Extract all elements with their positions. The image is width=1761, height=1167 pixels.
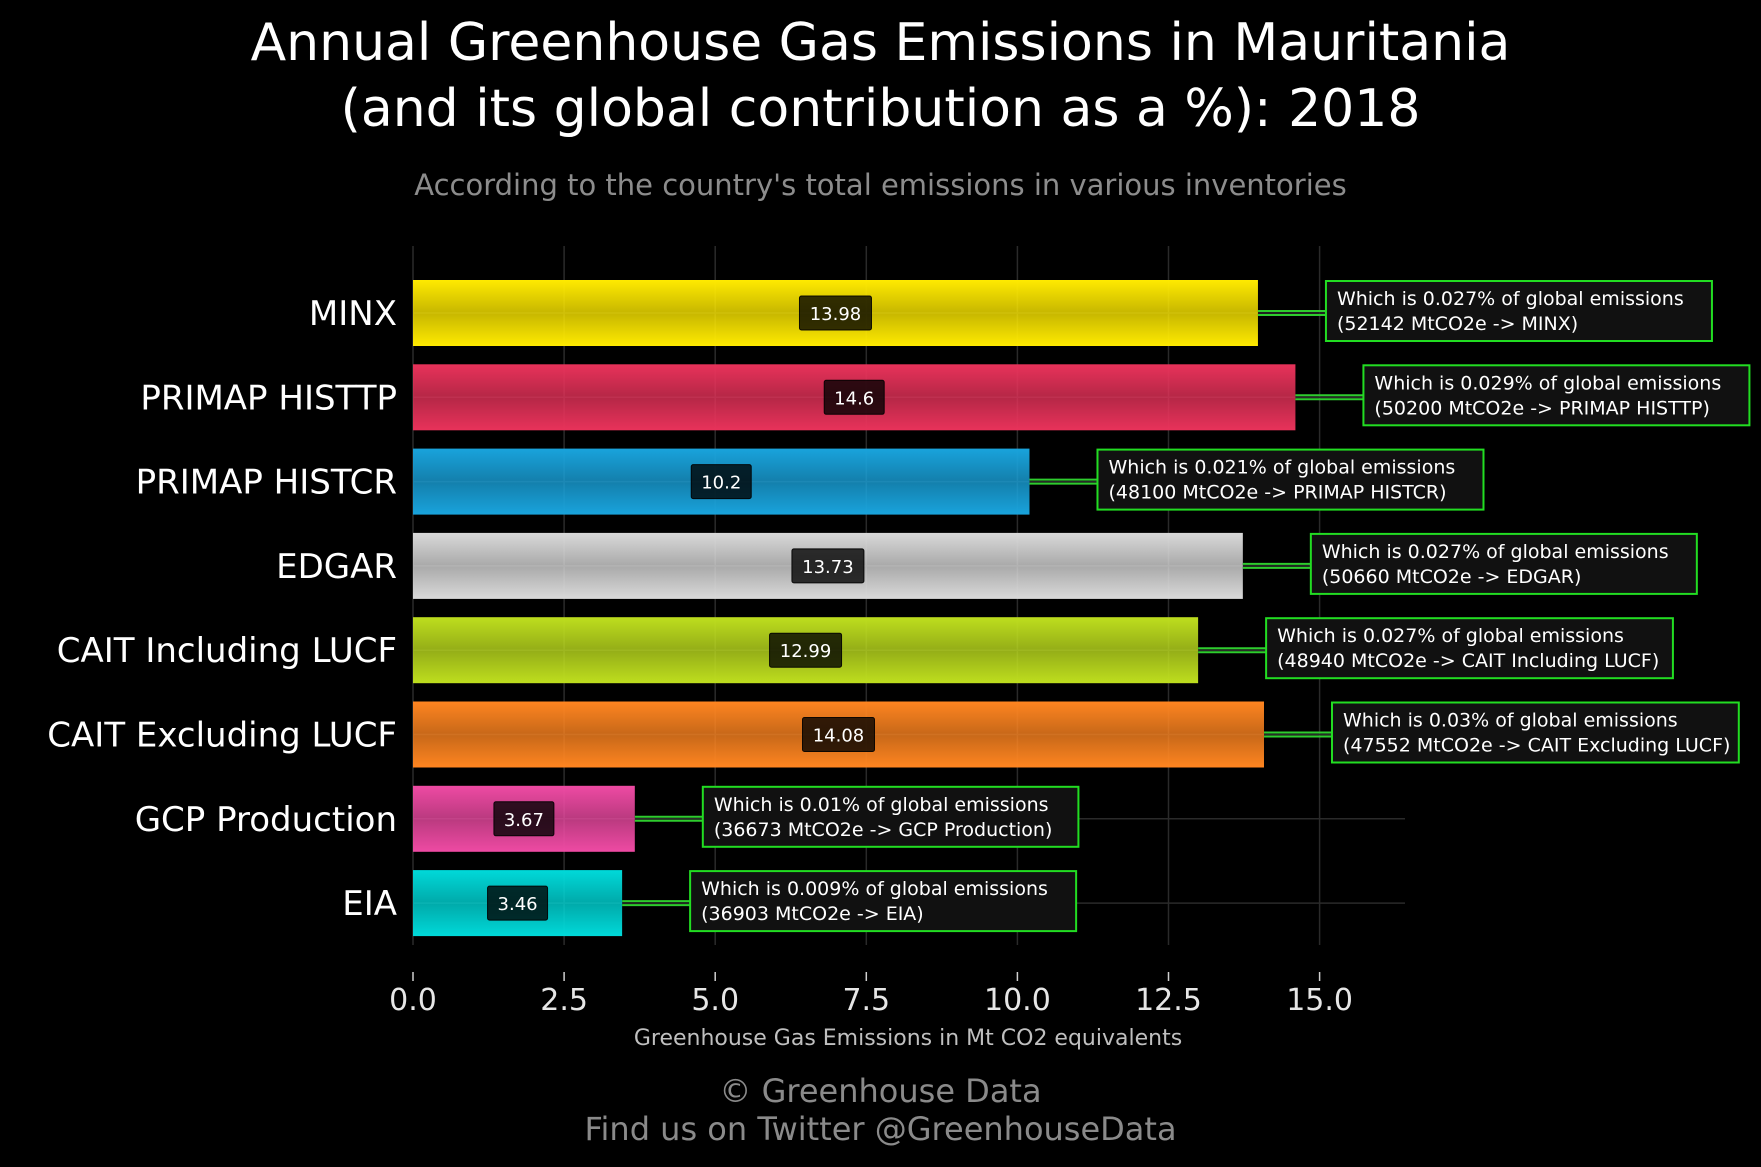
value-label-box xyxy=(487,885,549,921)
annotation-text: (50660 MtCO2e -> EDGAR) xyxy=(1322,566,1582,588)
x-tick-label: 2.5 xyxy=(540,983,588,1018)
category-label: CAIT Including LUCF xyxy=(57,631,397,671)
annotation-text: Which is 0.029% of global emissions xyxy=(1374,372,1721,394)
category-label: EDGAR xyxy=(276,547,397,587)
annotation-box xyxy=(1309,532,1698,595)
annotation-text: (36673 MtCO2e -> GCP Production) xyxy=(714,819,1053,841)
bars: 13.98 14.6 10.2 13.73 12.99 14.08 3.67 3.46 xyxy=(413,280,1296,937)
annotation-text: Which is 0.021% of global emissions xyxy=(1108,457,1455,479)
annotation-box xyxy=(1362,364,1751,427)
annotation-box xyxy=(689,870,1078,933)
value-label: 13.98 xyxy=(810,304,862,325)
value-label: 12.99 xyxy=(780,641,832,662)
value-label: 3.46 xyxy=(498,894,538,915)
value-label: 14.08 xyxy=(813,726,865,747)
footer-copyright: © Greenhouse Data xyxy=(719,1072,1042,1110)
x-tick-label: 7.5 xyxy=(842,983,890,1018)
annotation-box xyxy=(1096,448,1485,511)
category-label: MINX xyxy=(309,294,397,334)
value-label-box xyxy=(801,717,875,752)
value-label-box xyxy=(798,295,872,331)
chart-title-line-1: Annual Greenhouse Gas Emissions in Mauri… xyxy=(250,13,1511,73)
category-label: GCP Production xyxy=(135,800,397,840)
annotation-text: (36903 MtCO2e -> EIA) xyxy=(701,903,924,925)
x-tick-label: 15.0 xyxy=(1286,983,1353,1018)
value-label-box xyxy=(690,464,752,500)
value-label-box xyxy=(823,379,885,415)
annotation-text: Which is 0.009% of global emissions xyxy=(701,878,1048,900)
category-label: PRIMAP HISTTP xyxy=(140,378,397,418)
annotation-text: Which is 0.03% of global emissions xyxy=(1343,710,1678,732)
category-label: EIA xyxy=(342,884,397,924)
category-label: CAIT Excluding LUCF xyxy=(47,716,397,756)
annotation-box xyxy=(701,785,1080,848)
category-label: PRIMAP HISTCR xyxy=(136,463,397,503)
value-label-box xyxy=(769,632,843,668)
chart-subtitle: According to the country's total emissio… xyxy=(414,168,1347,202)
chart-title: Annual Greenhouse Gas Emissions in Mauri… xyxy=(0,10,1761,142)
value-label-box xyxy=(493,801,555,837)
x-axis: 0.0 2.5 5.0 7.5 10.0 12.5 15.0 xyxy=(389,972,1353,1018)
value-label: 10.2 xyxy=(701,473,741,494)
annotation-text: (48940 MtCO2e -> CAIT Including LUCF) xyxy=(1277,650,1659,672)
x-tick-label: 0.0 xyxy=(389,983,437,1018)
annotation-text: (52142 MtCO2e -> MINX) xyxy=(1337,313,1578,335)
annotation-box xyxy=(1324,280,1713,342)
annotation-text: (47552 MtCO2e -> CAIT Excluding LUCF) xyxy=(1343,735,1730,757)
value-label: 14.6 xyxy=(834,388,874,409)
footer: © Greenhouse Data Find us on Twitter @Gr… xyxy=(0,1072,1761,1148)
annotation-text: Which is 0.01% of global emissions xyxy=(714,794,1049,816)
annotation-box xyxy=(1265,617,1674,680)
x-tick-label: 10.0 xyxy=(984,983,1051,1018)
footer-twitter: Find us on Twitter @GreenhouseData xyxy=(584,1110,1177,1148)
value-label-box xyxy=(791,548,865,584)
y-axis-labels: MINX PRIMAP HISTTP PRIMAP HISTCR EDGAR CAIT … xyxy=(47,294,397,924)
x-tick-label: 12.5 xyxy=(1135,983,1202,1018)
chart-title-line-2: (and its global contribution as a %): 20… xyxy=(340,79,1421,139)
annotation-text: Which is 0.027% of global emissions xyxy=(1337,288,1684,310)
x-tick-label: 5.0 xyxy=(691,983,739,1018)
annotations: Which is 0.027% of global emissions (5214… xyxy=(622,280,1751,933)
annotation-box xyxy=(1330,701,1740,764)
x-axis-label: Greenhouse Gas Emissions in Mt CO2 equiv… xyxy=(634,1026,1182,1051)
annotation-text: (50200 MtCO2e -> PRIMAP HISTTP) xyxy=(1374,397,1709,419)
annotation-text: Which is 0.027% of global emissions xyxy=(1277,625,1624,647)
annotation-text: Which is 0.027% of global emissions xyxy=(1322,541,1669,563)
value-label: 13.73 xyxy=(802,557,854,578)
value-label: 3.67 xyxy=(504,810,544,831)
annotation-text: (48100 MtCO2e -> PRIMAP HISTCR) xyxy=(1108,482,1446,504)
